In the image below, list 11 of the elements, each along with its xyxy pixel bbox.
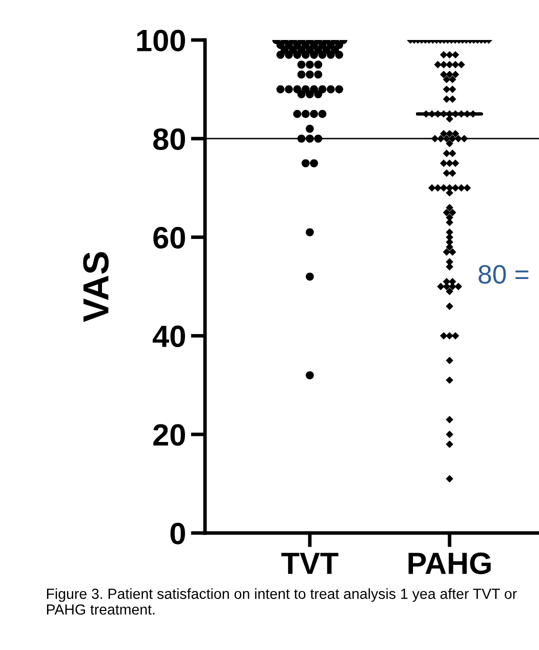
y-tick-label: 40: [152, 326, 185, 348]
caption: Figure 3. Patient satisfaction on intent to treat analysis 1 yea after TVT or PAHG treatment.: [47, 588, 517, 615]
y-tick-label: 60: [153, 226, 185, 249]
y-tick-label: 100: [137, 30, 186, 52]
y-axis-title: VAS: [83, 252, 109, 322]
y-tick-label: 20: [153, 424, 185, 446]
y-tick-label: 80: [153, 128, 185, 150]
x-tick-label: PAHG: [408, 552, 491, 574]
y-tick-label: 0: [170, 522, 185, 544]
x-tick-label: TVT: [281, 552, 338, 574]
annotation: 80 =: [478, 265, 528, 284]
